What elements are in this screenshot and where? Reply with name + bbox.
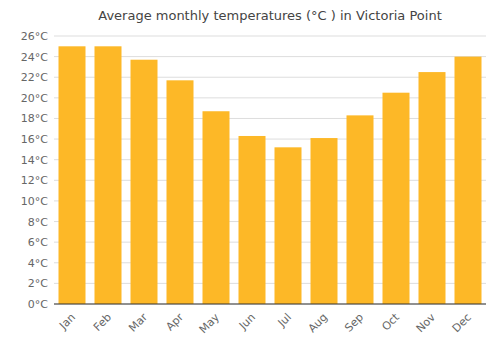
y-tick-label: 8°C xyxy=(28,216,48,229)
bars xyxy=(59,46,482,304)
y-tick-label: 4°C xyxy=(28,257,48,270)
x-tick-label: Apr xyxy=(163,310,186,333)
y-axis: 0°C 2°C 4°C 6°C 8°C 10°C 12°C 14°C 16°C 18°C 20°C 2… xyxy=(21,30,486,311)
y-tick-label: 0°C xyxy=(28,298,48,311)
y-tick-label: 10°C xyxy=(21,195,48,208)
y-tick-label: 2°C xyxy=(28,277,48,290)
x-tick-label: Jun xyxy=(236,311,258,333)
x-tick-label: Jul xyxy=(275,311,294,330)
bar xyxy=(455,57,482,304)
bar xyxy=(239,136,266,304)
grid-line xyxy=(54,304,486,305)
x-tick-label: Jan xyxy=(56,311,78,333)
x-axis: Jan Feb Mar Apr May Jun Jul Aug Sep Oct Nov Dec xyxy=(56,310,474,336)
y-tick-label: 26°C xyxy=(21,30,48,43)
chart-svg: Average monthly temperatures (°C ) in Vi… xyxy=(0,0,500,350)
y-tick-label: 6°C xyxy=(28,236,48,249)
x-tick-label: Feb xyxy=(91,311,114,334)
x-axis-line xyxy=(54,304,486,305)
x-tick-label: Dec xyxy=(450,311,474,335)
bar xyxy=(383,93,410,304)
x-tick-label: Aug xyxy=(306,311,330,335)
chart-title: Average monthly temperatures (°C ) in Vi… xyxy=(98,8,441,23)
y-tick-label: 24°C xyxy=(21,51,48,64)
chart-container: Average monthly temperatures (°C ) in Vi… xyxy=(0,0,500,350)
y-tick-label: 20°C xyxy=(21,92,48,105)
bar xyxy=(311,138,338,304)
y-tick-label: 12°C xyxy=(21,174,48,187)
bar xyxy=(95,46,122,304)
bar xyxy=(131,60,158,304)
bar xyxy=(347,115,374,304)
x-tick-label: Oct xyxy=(379,310,402,333)
y-tick-label: 18°C xyxy=(21,112,48,125)
bar xyxy=(275,147,302,304)
bar xyxy=(203,111,230,304)
x-tick-label: Sep xyxy=(342,311,366,335)
y-tick-label: 14°C xyxy=(21,154,48,167)
y-tick-label: 16°C xyxy=(21,133,48,146)
x-tick-label: Nov xyxy=(414,310,439,335)
bar xyxy=(167,80,194,304)
grid-line xyxy=(54,36,486,37)
bar xyxy=(59,46,86,304)
x-tick-label: May xyxy=(197,310,223,336)
bar xyxy=(419,72,446,304)
y-tick-label: 22°C xyxy=(21,71,48,84)
x-tick-label: Mar xyxy=(126,310,150,334)
